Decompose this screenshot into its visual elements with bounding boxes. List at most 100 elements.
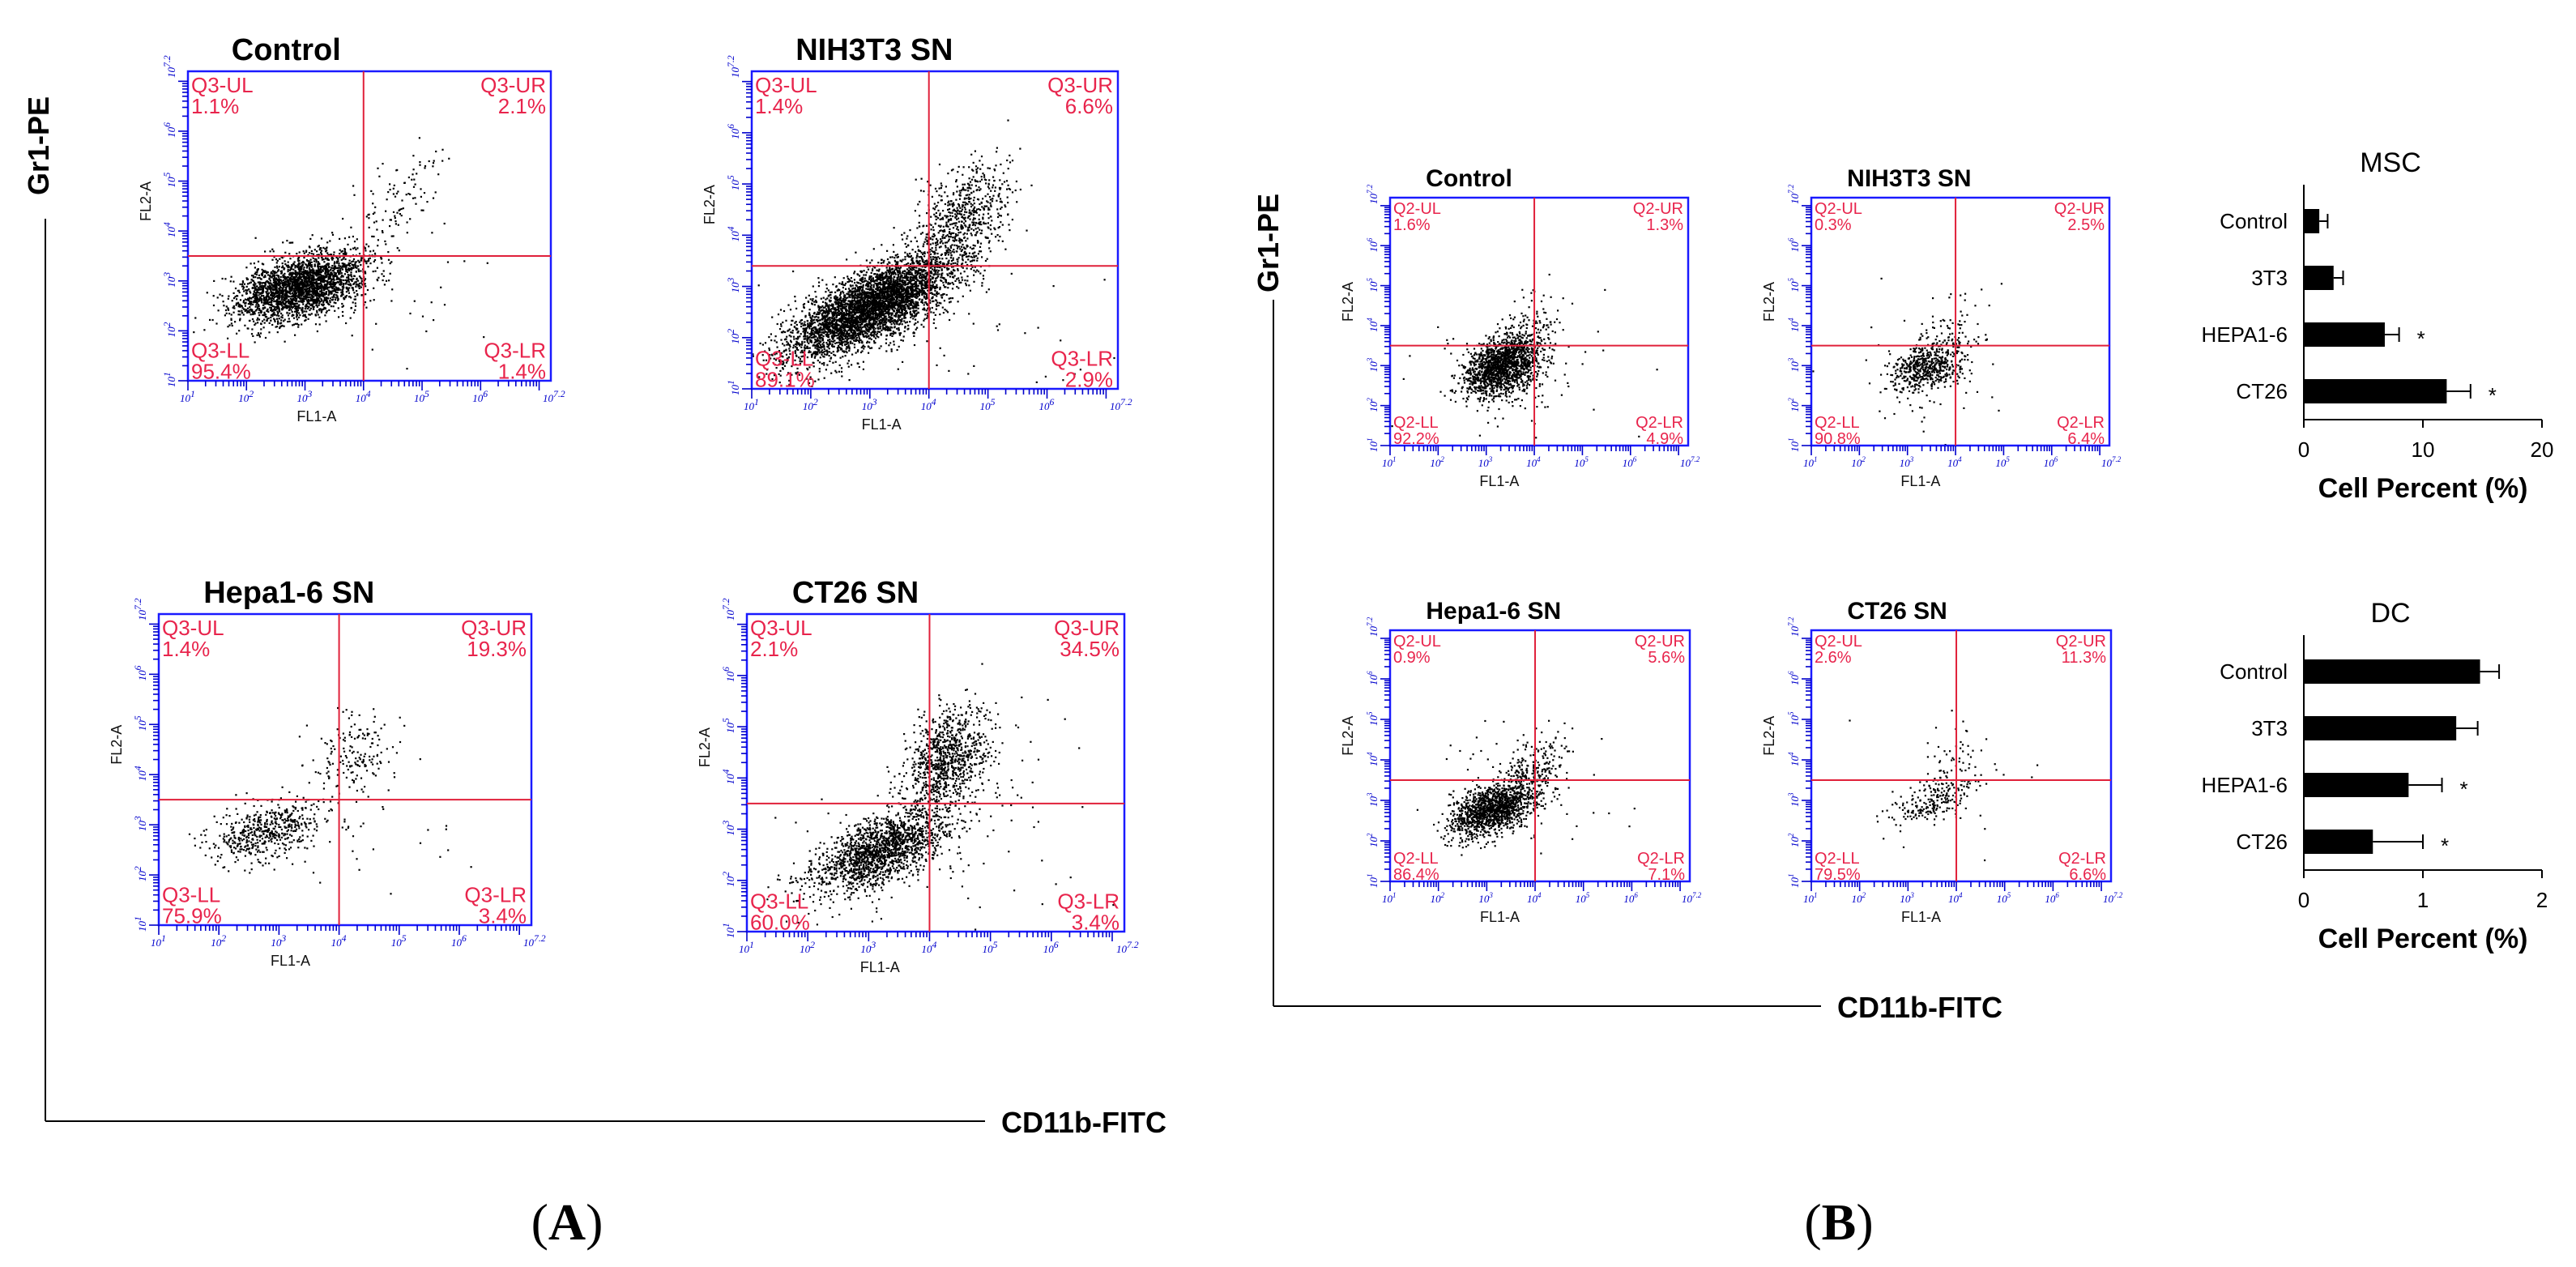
event-dot	[851, 314, 854, 317]
event-dot	[225, 305, 228, 308]
event-dot	[327, 262, 331, 265]
event-dot	[956, 278, 958, 280]
event-dot	[293, 272, 296, 275]
event-dot	[922, 276, 924, 279]
event-dot	[808, 325, 812, 327]
event-dot	[319, 247, 322, 250]
event-dot	[448, 157, 450, 160]
event-dot	[281, 305, 284, 307]
event-dot	[286, 290, 288, 293]
event-dot	[258, 283, 261, 285]
event-dot	[320, 278, 322, 280]
event-dot	[405, 194, 407, 196]
event-dot	[318, 273, 320, 275]
event-dot	[302, 289, 305, 292]
event-dot	[887, 326, 890, 329]
event-dot	[877, 262, 880, 264]
event-dot	[879, 302, 881, 305]
event-dot	[320, 297, 322, 300]
event-dot	[258, 312, 260, 314]
event-dot	[285, 286, 288, 288]
event-dot	[827, 336, 830, 339]
event-dot	[930, 311, 932, 314]
event-dot	[299, 278, 301, 280]
event-dot	[258, 288, 261, 290]
event-dot	[316, 309, 318, 312]
event-dot	[350, 296, 352, 299]
event-dot	[354, 298, 356, 301]
event-dot	[301, 271, 304, 274]
event-dot	[322, 267, 325, 270]
event-dot	[807, 369, 809, 371]
event-dot	[279, 302, 282, 305]
event-dot	[304, 315, 306, 318]
event-dot	[784, 331, 787, 334]
event-dot	[313, 301, 316, 304]
event-dot	[232, 305, 235, 308]
event-dot	[288, 269, 292, 271]
event-dot	[307, 254, 309, 256]
event-dot	[398, 250, 400, 252]
event-dot	[292, 263, 295, 266]
event-dot	[310, 271, 313, 274]
event-dot	[797, 348, 800, 352]
event-dot	[364, 271, 366, 273]
event-dot	[290, 271, 292, 274]
event-dot	[258, 298, 261, 301]
event-dot	[326, 297, 328, 300]
event-dot	[303, 283, 306, 285]
event-dot	[354, 281, 356, 284]
event-dot	[245, 285, 248, 288]
event-dot	[942, 284, 945, 287]
event-dot	[322, 292, 325, 294]
event-dot	[898, 310, 900, 314]
event-dot	[340, 283, 343, 285]
event-dot	[257, 268, 259, 271]
event-dot	[336, 295, 339, 297]
event-dot	[264, 275, 267, 278]
event-dot	[343, 283, 345, 285]
event-dot	[782, 360, 784, 363]
event-dot	[264, 306, 267, 309]
event-dot	[286, 281, 288, 284]
event-dot	[337, 258, 339, 261]
event-dot	[426, 201, 429, 203]
event-dot	[904, 251, 906, 254]
event-dot	[336, 276, 339, 279]
axis-ticks	[178, 80, 540, 390]
event-dot	[270, 297, 272, 300]
event-dot	[291, 289, 293, 292]
event-dot	[254, 323, 256, 326]
event-dot	[286, 296, 288, 299]
event-dot	[845, 296, 847, 299]
event-dot	[325, 311, 327, 314]
event-dot	[323, 261, 326, 263]
event-dot	[385, 210, 387, 212]
event-dot	[771, 316, 774, 318]
event-dot	[915, 296, 918, 299]
event-dot	[971, 256, 974, 258]
event-dot	[352, 260, 355, 262]
event-dot	[346, 280, 348, 283]
event-dot	[297, 285, 300, 288]
event-dot	[261, 274, 263, 277]
event-dot	[353, 292, 356, 294]
event-dot	[347, 279, 349, 282]
event-dot	[319, 294, 322, 296]
event-dot	[330, 292, 332, 294]
event-dot	[847, 362, 849, 365]
event-dot	[862, 285, 864, 288]
event-dot	[305, 278, 307, 280]
event-dot	[337, 257, 339, 259]
event-dot	[317, 266, 319, 268]
event-dot	[319, 282, 322, 284]
event-dot	[262, 285, 266, 288]
event-dot	[301, 288, 303, 290]
event-dot	[432, 165, 434, 168]
event-dot	[305, 292, 308, 295]
event-dot	[249, 302, 251, 305]
event-dot	[276, 331, 279, 334]
event-dot	[314, 290, 317, 292]
event-dot	[979, 245, 982, 248]
event-dot	[948, 249, 950, 251]
